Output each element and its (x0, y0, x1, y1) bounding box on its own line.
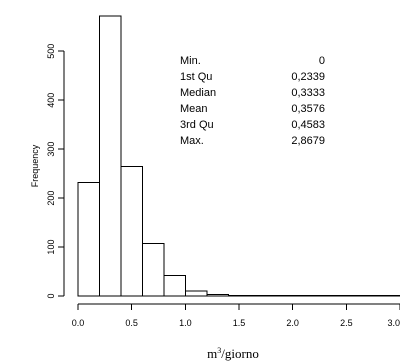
histogram-bar (98, 15, 122, 297)
histogram-bar (77, 181, 100, 297)
y-tick-label: 400 (46, 93, 56, 108)
stat-label: Max. (180, 135, 204, 147)
x-axis-label-exponent: 3 (217, 346, 221, 355)
stat-label: 1st Qu (180, 71, 212, 83)
stat-value: 0,2339 (291, 71, 325, 83)
x-axis-label: m3/giorno (207, 346, 259, 361)
x-axis-label-suffix: /giorno (221, 346, 259, 361)
histogram-bars (77, 15, 400, 297)
histogram-bar (141, 243, 165, 297)
x-tick-label: 0.5 (125, 318, 138, 328)
x-tick-label: 0.0 (72, 318, 85, 328)
histogram-bar (184, 290, 208, 297)
y-tick-label: 200 (46, 191, 56, 206)
x-axis-label-unit: m (207, 346, 217, 361)
summary-statistics: Min. 0 1st Qu 0,2339 Median 0,3333 Mean 0,3576 3… (180, 55, 325, 147)
x-axis: 0.0 0.5 1.0 1.5 2.0 2.5 3.0 (72, 303, 400, 328)
stat-label: 3rd Qu (180, 119, 214, 131)
y-axis: 0 100 200 300 400 500 (46, 44, 65, 299)
y-tick-label: 500 (46, 44, 56, 59)
stat-label: Median (180, 87, 216, 99)
stat-value: 0 (319, 55, 325, 67)
x-tick-label: 2.5 (340, 318, 353, 328)
stat-label: Min. (180, 55, 201, 67)
histogram-bar (206, 294, 229, 297)
stat-label: Mean (180, 103, 208, 115)
histogram-bar (163, 274, 186, 297)
x-tick-label: 2.0 (286, 318, 299, 328)
stat-value: 2,8679 (291, 135, 325, 147)
stat-value: 0,4583 (291, 119, 325, 131)
stat-value: 0,3333 (291, 87, 325, 99)
stat-value: 0,3576 (291, 103, 325, 115)
x-tick-label: 1.5 (233, 318, 246, 328)
x-tick-label: 3.0 (387, 318, 400, 328)
y-tick-label: 300 (46, 142, 56, 157)
histogram-bar (120, 165, 143, 297)
y-axis-label: Frequency (30, 144, 40, 187)
y-tick-label: 100 (46, 240, 56, 255)
x-tick-label: 1.0 (179, 318, 192, 328)
y-tick-label: 0 (46, 293, 56, 298)
